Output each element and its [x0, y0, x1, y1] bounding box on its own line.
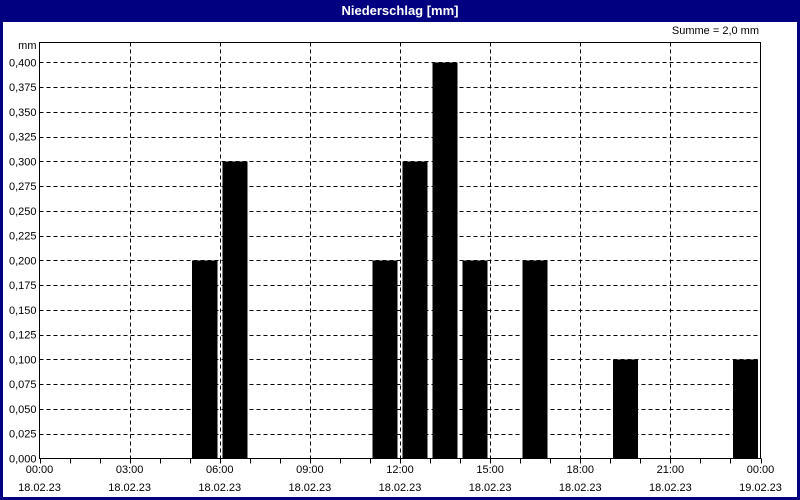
bar-hour-23 — [732, 359, 758, 459]
bar-hour-12 — [402, 161, 428, 459]
chart-panel: Summe = 2,0 mm 0,000 0,025 0,050 0,075 0,100… — [3, 22, 797, 497]
x-date-label: 18.02.23 — [108, 482, 151, 494]
sum-label: Summe = 2,0 mm — [671, 25, 759, 37]
x-date-label: 18.02.23 — [469, 482, 512, 494]
x-time-label: 09:00 — [296, 464, 324, 476]
y-tick-label: 0,100 — [9, 354, 37, 366]
x-date-label: 18.02.23 — [649, 482, 692, 494]
x-time-label: 18:00 — [566, 464, 594, 476]
y-tick-label: 0,300 — [9, 156, 37, 168]
y-tick-label: 0,200 — [9, 255, 37, 267]
x-ticks — [40, 458, 762, 464]
y-tick-label: 0,250 — [9, 206, 37, 218]
bar-hour-6 — [222, 161, 248, 459]
y-tick-label: 0,000 — [9, 454, 37, 466]
y-tick-label: 0,275 — [9, 181, 37, 193]
bar-hour-5 — [192, 260, 218, 459]
y-axis-labels: 0,000 0,025 0,050 0,075 0,100 0,125 0,150 0,175… — [9, 40, 37, 466]
y-tick-label: 0,225 — [9, 231, 37, 243]
y-tick-label: 0,050 — [9, 404, 37, 416]
y-axis-unit-label: mm — [18, 40, 36, 52]
y-tick-label: 0,350 — [9, 107, 37, 119]
bar-hour-16 — [522, 260, 548, 459]
window-title: Niederschlag [mm] — [341, 3, 459, 18]
bar-hour-11 — [372, 260, 398, 459]
y-tick-label: 0,125 — [9, 330, 37, 342]
title-bar: Niederschlag [mm] — [0, 0, 800, 22]
precipitation-bar-chart: 0,000 0,025 0,050 0,075 0,100 0,125 0,150 0,175… — [9, 40, 782, 494]
x-time-label: 12:00 — [386, 464, 414, 476]
y-tick-label: 0,375 — [9, 82, 37, 94]
y-tick-label: 0,175 — [9, 280, 37, 292]
y-tick-label: 0,075 — [9, 379, 37, 391]
x-time-label: 15:00 — [476, 464, 504, 476]
gridlines — [39, 42, 761, 459]
x-axis-labels: 00:00 18.02.23 03:00 18.02.23 06:00 18.02.23 0… — [18, 464, 782, 494]
bars — [192, 62, 758, 459]
y-tick-label: 0,150 — [9, 305, 37, 317]
y-tick-label: 0,025 — [9, 429, 37, 441]
bar-hour-13 — [432, 62, 458, 459]
x-date-label: 18.02.23 — [18, 482, 61, 494]
x-date-label: 18.02.23 — [559, 482, 602, 494]
x-date-label: 18.02.23 — [198, 482, 241, 494]
x-time-label: 03:00 — [116, 464, 144, 476]
bar-hour-19 — [612, 359, 638, 459]
x-time-label: 06:00 — [206, 464, 234, 476]
y-tick-label: 0,325 — [9, 132, 37, 144]
bar-hour-14 — [462, 260, 488, 459]
x-date-label: 18.02.23 — [379, 482, 422, 494]
x-time-label: 00:00 — [26, 464, 54, 476]
x-date-label: 19.02.23 — [739, 482, 782, 494]
x-date-label: 18.02.23 — [288, 482, 331, 494]
x-time-label: 00:00 — [747, 464, 775, 476]
x-time-label: 21:00 — [657, 464, 685, 476]
y-tick-label: 0,400 — [9, 57, 37, 69]
